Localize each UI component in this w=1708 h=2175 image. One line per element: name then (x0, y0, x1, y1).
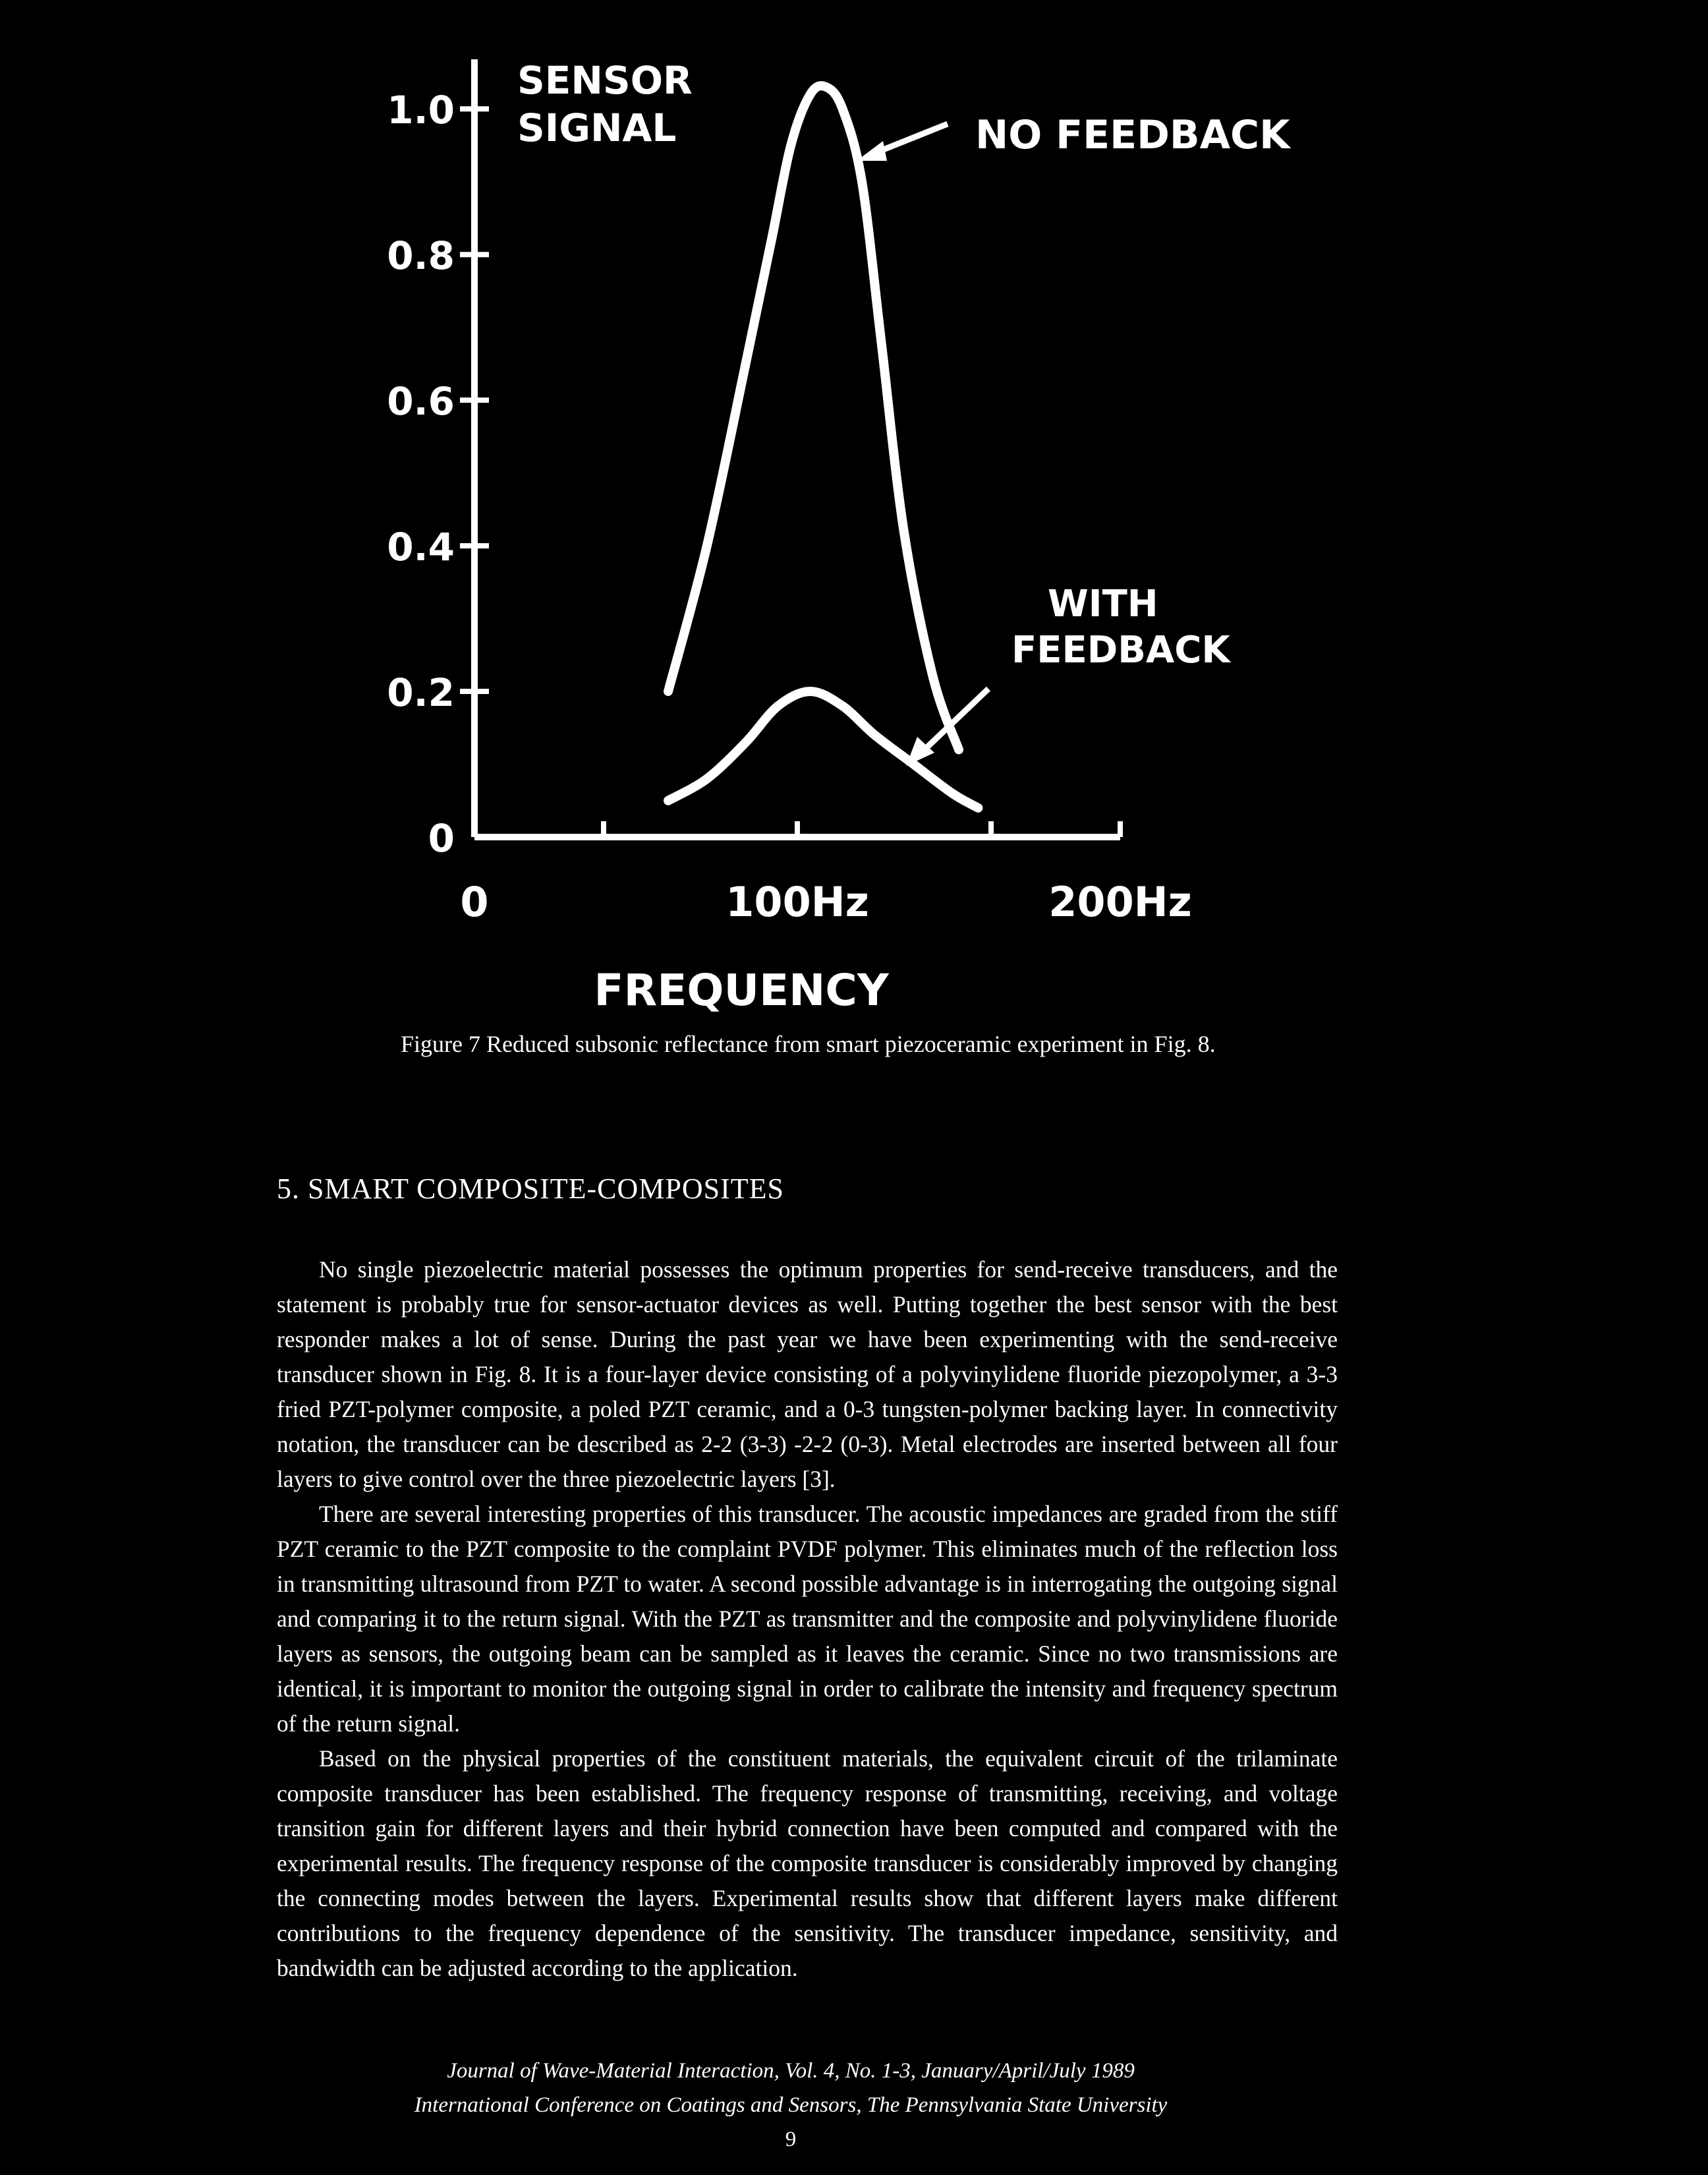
with-feedback-curve (664, 687, 983, 813)
x-tick-label: 0 (460, 878, 488, 926)
y-tick-label: 0.8 (387, 233, 455, 278)
body-text: No single piezoelectric material possess… (277, 1252, 1338, 1986)
x-tick-labels: 0 100Hz 200Hz (460, 878, 1191, 926)
y-axis-label-line1: SENSOR (517, 58, 693, 103)
legend-arrowhead-with-feedback (906, 737, 934, 766)
chart-curves (664, 81, 983, 813)
y-axis-label-line2: SIGNAL (517, 105, 676, 150)
x-axis-label: FREQUENCY (594, 965, 889, 1015)
footer-conference-line: International Conference on Coatings and… (414, 2093, 1168, 2117)
page-number: 9 (785, 2128, 797, 2151)
paragraph-2: There are several interesting properties… (277, 1501, 1338, 1737)
section-heading: 5. SMART COMPOSITE-COMPOSITES (277, 1173, 785, 1205)
figure-caption: Figure 7 Reduced subsonic reflectance fr… (401, 1031, 1216, 1057)
footer-journal-line: Journal of Wave-Material Interaction, Vo… (447, 2059, 1135, 2083)
paragraph-3: Based on the physical properties of the … (277, 1745, 1338, 1981)
x-tick-label: 100Hz (726, 878, 868, 926)
legend-label-with-feedback-line1: WITH (1048, 583, 1158, 625)
x-tick-label: 200Hz (1048, 878, 1191, 926)
y-tick-labels: 1.0 0.8 0.6 0.4 0.2 0 (387, 88, 455, 861)
figure-7-chart: 1.0 0.8 0.6 0.4 0.2 0 0 100Hz 200Hz SENSOR SIGN… (387, 58, 1292, 1015)
y-tick-label: 0.2 (387, 670, 455, 715)
legend-arrow-with-feedback (917, 686, 991, 757)
y-tick-label: 0 (428, 816, 455, 861)
legend-label-no-feedback: NO FEEDBACK (975, 112, 1292, 158)
y-tick-label: 0.4 (387, 525, 455, 569)
legend-arrowhead-no-feedback (857, 141, 887, 161)
legend-label-with-feedback-line2: FEEDBACK (1011, 629, 1232, 672)
no-feedback-curve (664, 81, 963, 755)
paragraph-1: No single piezoelectric material possess… (277, 1256, 1338, 1492)
y-tick-label: 1.0 (387, 88, 455, 132)
page-footer: Journal of Wave-Material Interaction, Vo… (395, 2054, 1186, 2157)
y-tick-label: 0.6 (387, 379, 455, 424)
chart-axes (460, 59, 1123, 840)
